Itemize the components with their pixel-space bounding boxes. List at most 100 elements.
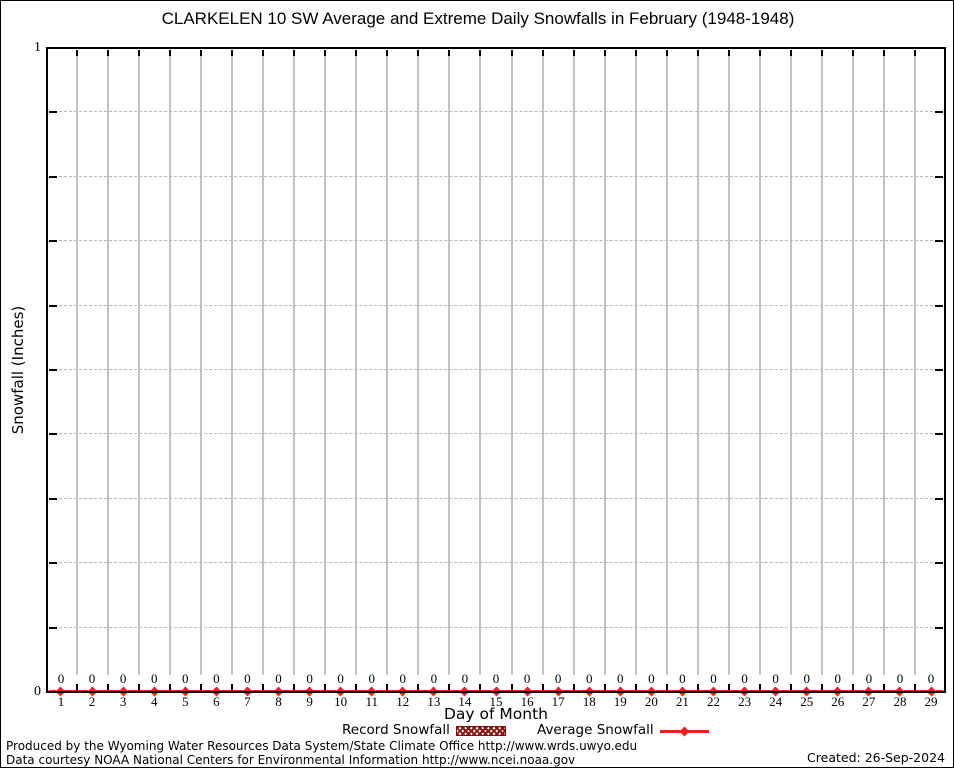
v-gridline (199, 50, 202, 675)
x-minor-tick-bottom (883, 684, 886, 690)
x-minor-tick-bottom (75, 684, 78, 690)
point-label: 0 (399, 671, 407, 686)
v-gridline (728, 50, 731, 675)
h-gridline (49, 111, 943, 113)
x-minor-tick-bottom (137, 684, 140, 690)
day-label: 29 (924, 694, 938, 709)
h-gridline (49, 175, 943, 177)
point-label: 0 (679, 671, 686, 686)
x-minor-tick-bottom (696, 684, 699, 690)
x-minor-tick-top (448, 50, 451, 56)
day-label: 7 (244, 694, 251, 709)
v-gridline (230, 50, 233, 675)
legend-record-swatch (456, 726, 506, 736)
x-minor-tick-top (386, 50, 389, 56)
y-minor-tick-left (49, 111, 57, 114)
x-minor-tick-bottom (230, 684, 233, 690)
x-minor-tick-top (572, 50, 575, 56)
x-minor-tick-top (790, 50, 793, 56)
footer-produced-by: Produced by the Wyoming Water Resources … (6, 739, 638, 753)
x-minor-tick-bottom (572, 684, 575, 690)
point-label: 0 (306, 671, 313, 686)
point-label: 0 (150, 671, 158, 686)
x-minor-tick-bottom (728, 684, 731, 690)
plot-frame (46, 47, 946, 693)
point-label: 0 (710, 671, 717, 686)
y-minor-tick-left (49, 433, 57, 436)
v-gridline (572, 50, 575, 675)
day-label: 20 (644, 694, 658, 709)
x-minor-tick-bottom (261, 684, 264, 690)
day-label: 22 (707, 694, 720, 709)
point-label: 0 (492, 671, 500, 686)
v-gridline (293, 50, 296, 675)
y-minor-tick-right (935, 304, 943, 307)
x-minor-tick-top (728, 50, 731, 56)
point-label: 0 (803, 671, 810, 686)
day-label: 12 (396, 694, 410, 709)
h-gridline (49, 626, 943, 628)
v-gridline (355, 50, 358, 675)
v-gridline (821, 50, 824, 675)
day-label: 6 (213, 694, 220, 709)
v-gridline (137, 50, 140, 675)
v-gridline (324, 50, 327, 675)
x-minor-tick-top (324, 50, 327, 56)
y-minor-tick-right (935, 240, 943, 243)
x-minor-tick-top (541, 50, 544, 56)
x-minor-tick-bottom (417, 684, 420, 690)
day-label: 11 (365, 694, 378, 709)
x-minor-tick-bottom (168, 684, 171, 690)
v-gridline (603, 50, 606, 675)
y-minor-tick-left (49, 562, 57, 565)
x-minor-tick-top (137, 50, 140, 56)
day-label: 14 (458, 694, 472, 709)
day-label: 27 (862, 694, 876, 709)
v-gridline (261, 50, 264, 675)
x-axis-label: Day of Month (444, 705, 548, 723)
x-minor-tick-bottom (603, 684, 606, 690)
v-gridline (634, 50, 637, 675)
point-label: 0 (554, 671, 562, 686)
legend-record-label: Record Snowfall (342, 722, 450, 738)
point-label: 0 (88, 671, 96, 686)
y-minor-tick-right (935, 111, 943, 114)
x-minor-tick-bottom (448, 684, 451, 690)
x-minor-tick-bottom (852, 684, 855, 690)
day-label: 5 (182, 694, 189, 709)
day-label: 13 (427, 694, 441, 709)
day-label: 4 (150, 694, 158, 709)
point-label: 0 (368, 671, 375, 686)
x-minor-tick-bottom (479, 684, 482, 690)
v-gridline (790, 50, 793, 675)
v-gridline (417, 50, 420, 675)
x-minor-tick-top (106, 50, 109, 56)
x-minor-tick-bottom (790, 684, 793, 690)
point-label: 0 (337, 671, 344, 686)
x-minor-tick-bottom (759, 684, 762, 690)
day-label: 8 (275, 694, 282, 709)
point-label: 0 (896, 671, 904, 686)
y-minor-tick-right (935, 433, 943, 436)
x-minor-tick-bottom (293, 684, 296, 690)
point-label: 0 (772, 671, 779, 686)
v-gridline (541, 50, 544, 675)
day-label: 1 (57, 694, 65, 709)
day-label: 3 (119, 694, 127, 709)
x-minor-tick-top (355, 50, 358, 56)
x-minor-tick-top (230, 50, 233, 56)
v-gridline (106, 50, 109, 675)
x-minor-tick-top (603, 50, 606, 56)
x-minor-tick-bottom (199, 684, 202, 690)
day-label: 25 (800, 694, 814, 709)
x-minor-tick-bottom (821, 684, 824, 690)
y-minor-tick-right (935, 369, 943, 371)
v-gridline (914, 50, 917, 675)
day-label: 26 (831, 694, 845, 709)
point-label: 0 (57, 671, 65, 686)
point-label: 0 (617, 671, 624, 686)
y-minor-tick-left (49, 240, 57, 243)
point-label: 0 (244, 671, 251, 686)
h-gridline (49, 497, 943, 499)
